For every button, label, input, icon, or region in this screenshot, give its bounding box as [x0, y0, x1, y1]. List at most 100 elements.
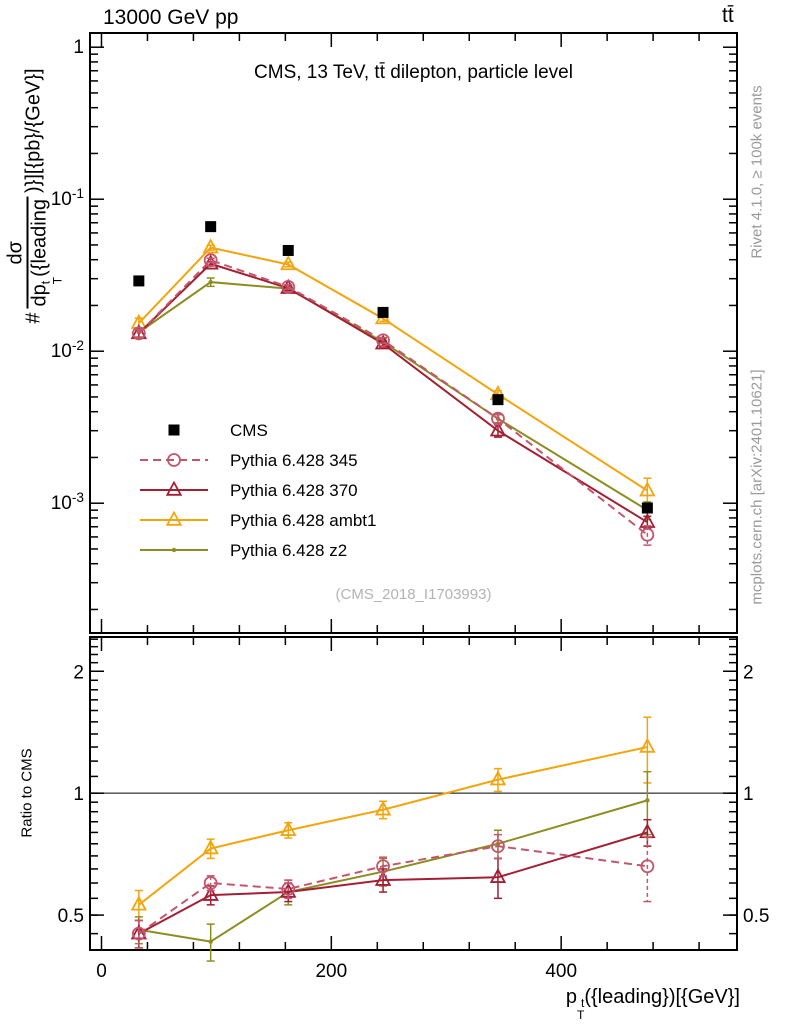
data-point-circle: [281, 279, 296, 294]
plot-title: CMS, 13 TeV, tt̄ dilepton, particle leve…: [254, 62, 573, 83]
series-pyz2-ratio: [134, 770, 652, 962]
legend-label: CMS: [230, 421, 268, 440]
y-label-numerator: dσ: [4, 240, 27, 265]
rivet-version-note: Rivet 4.1.0, ≥ 100k events: [748, 85, 766, 259]
legend-label: Pythia 6.428 345: [230, 451, 358, 470]
data-point-triangle: [202, 885, 219, 901]
data-point-triangle: [639, 737, 656, 753]
data-point-triangle: [639, 481, 656, 497]
data-point-circle: [376, 859, 390, 874]
data-point-square: [133, 275, 145, 287]
y-label-prefix: #: [22, 312, 45, 324]
data-point-triangle: [165, 480, 183, 496]
main-y-tick-label: 10-3: [51, 490, 84, 514]
mcplots-note: mcplots.cern.ch [arXiv:2401.10621]: [748, 369, 766, 605]
ratio-y-tick-label-left: 0.5: [58, 906, 84, 927]
data-point-dot: [208, 939, 213, 944]
data-point-triangle: [489, 867, 507, 883]
main-y-tick-label: 1: [73, 37, 84, 58]
data-point-triangle: [374, 870, 392, 886]
series-line: [138, 845, 648, 935]
x-label-base: p: [565, 986, 577, 1008]
series-py370-main: [130, 254, 656, 530]
axis-ticks: [90, 33, 737, 950]
data-point-triangle: [280, 255, 297, 271]
data-point-triangle: [130, 895, 148, 911]
series-line: [138, 799, 648, 943]
x-label-sup: t: [580, 996, 585, 1010]
data-point-circle: [491, 411, 505, 426]
x-tick-label: 0: [96, 961, 107, 982]
data-point-square: [168, 424, 180, 436]
data-point-triangle: [374, 800, 392, 816]
main-panel: [89, 32, 738, 634]
data-point-circle: [640, 527, 655, 542]
y-label-denominator: dp t T ({leading: [26, 197, 65, 309]
x-axis-label: p t T ({leading})[{GeV}]: [0, 986, 740, 1021]
data-point-circle: [167, 453, 181, 467]
data-point-triangle: [202, 839, 219, 855]
data-point-circle: [491, 839, 505, 854]
data-point-circle: [131, 326, 146, 341]
data-point-circle: [203, 253, 218, 268]
legend-entry: Pythia 6.428 z2: [140, 541, 347, 560]
beam-energy-label: 13000 GeV pp: [103, 6, 239, 29]
data-point-triangle: [280, 820, 297, 836]
legend-entry: Pythia 6.428 345: [140, 451, 358, 470]
ratio-y-tick-label-right: 1: [743, 784, 754, 805]
x-tick-label: 200: [315, 961, 347, 982]
series-line: [138, 259, 648, 536]
data-point-square: [282, 244, 294, 256]
data-point-square: [492, 394, 504, 406]
process-label: tt̄: [722, 4, 734, 27]
ratio-y-tick-label-right: 0.5: [743, 906, 769, 927]
y-label-den-sub: T: [50, 276, 65, 285]
legend: CMS Pythia 6.428 345 Pythia 6.428 370 Pythi…: [140, 421, 376, 560]
y-label-den-rest: ({leading: [28, 199, 51, 277]
legend-entry: Pythia 6.428 ambt1: [140, 510, 376, 530]
data-point-triangle: [165, 510, 183, 526]
panels: [89, 32, 738, 951]
data-point-dot: [645, 798, 650, 803]
series-line: [138, 831, 648, 935]
data-point-circle: [281, 882, 296, 896]
data-point-circle: [203, 876, 218, 890]
series-pyz2-main: [134, 277, 652, 521]
x-label-sub: T: [576, 1008, 585, 1022]
data-point-square: [377, 306, 389, 318]
series-cms-main: [133, 221, 653, 514]
data-point-circle: [640, 859, 655, 874]
x-label-rest: ({leading})[{GeV}]: [584, 986, 740, 1008]
analysis-watermark: (CMS_2018_I1703993): [335, 586, 492, 603]
data-point-square: [641, 502, 653, 514]
ratio-y-axis-label: Ratio to CMS: [18, 748, 36, 838]
y-label-den-base: dp: [28, 284, 51, 307]
series-py345-ratio: [131, 833, 655, 949]
data-point-circle: [131, 926, 146, 941]
series-py345-main: [131, 253, 655, 546]
data-point-triangle: [374, 334, 392, 350]
series-line: [138, 746, 648, 906]
ratio-y-tick-label-left: 1: [73, 784, 84, 805]
legend-label: Pythia 6.428 z2: [230, 541, 347, 560]
legend-entry: Pythia 6.428 370: [140, 480, 358, 500]
data-point-circle: [376, 333, 390, 348]
tick-labels: 110-110-210-32 21 10.5 0.50 200 400: [51, 37, 770, 982]
ratio-y-tick-label-right: 2: [743, 662, 754, 683]
x-tick-label: 400: [545, 961, 577, 982]
ratio-y-tick-label-left: 2: [73, 662, 84, 683]
legend-entry: CMS: [168, 421, 268, 440]
data-point-square: [205, 221, 217, 233]
series-line: [138, 262, 648, 524]
data-point-triangle: [202, 238, 219, 254]
main-y-tick-label: 10-2: [51, 338, 84, 362]
y-label-suffix: )}][{pb}/{GeV}]: [22, 68, 45, 193]
data-point-dot: [208, 279, 213, 285]
main-y-axis-label: # dσ dp t T ({leading )}][{pb}/{GeV}]: [4, 68, 65, 324]
series-line: [138, 246, 648, 492]
data-point-triangle: [489, 770, 507, 786]
